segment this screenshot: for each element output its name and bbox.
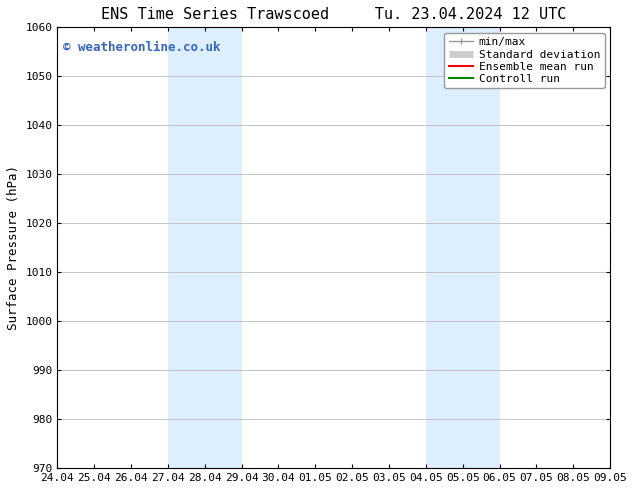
Bar	[168, 27, 242, 468]
Bar	[426, 27, 500, 468]
Text: © weatheronline.co.uk: © weatheronline.co.uk	[63, 41, 221, 53]
Y-axis label: Surface Pressure (hPa): Surface Pressure (hPa)	[7, 165, 20, 330]
Legend: min/max, Standard deviation, Ensemble mean run, Controll run: min/max, Standard deviation, Ensemble me…	[444, 33, 605, 88]
Title: ENS Time Series Trawscoed     Tu. 23.04.2024 12 UTC: ENS Time Series Trawscoed Tu. 23.04.2024…	[101, 7, 566, 22]
